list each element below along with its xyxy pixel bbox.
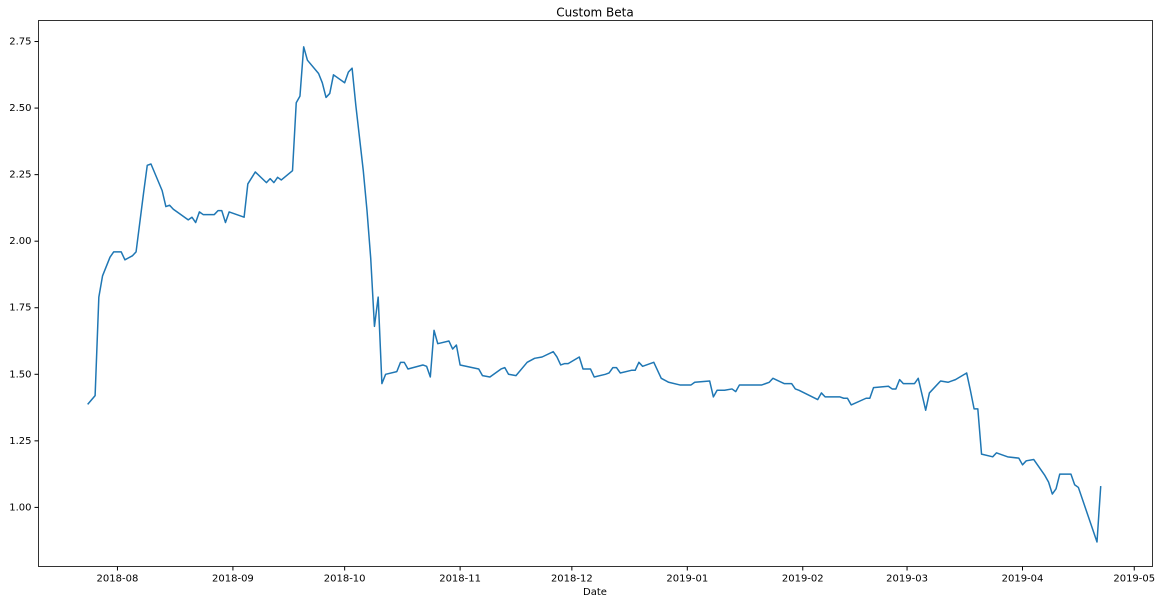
y-tick-label: 1.00 <box>9 502 31 513</box>
y-tick-label: 2.00 <box>9 236 31 247</box>
x-tick-label: 2019-01 <box>666 574 708 585</box>
x-tick-label: 2019-04 <box>1002 574 1044 585</box>
x-tick-label: 2018-12 <box>551 574 593 585</box>
x-tick-label: 2018-10 <box>324 574 366 585</box>
data-line <box>87 46 1102 543</box>
x-tick-label: 2018-09 <box>212 574 254 585</box>
x-axis-label: Date <box>583 587 607 598</box>
plot-frame <box>38 20 1153 567</box>
x-tick-label: 2018-08 <box>97 574 139 585</box>
x-tick-label: 2019-03 <box>886 574 928 585</box>
y-tick-label: 1.50 <box>9 369 31 380</box>
x-tick-label: 2018-11 <box>439 574 481 585</box>
x-tick-label: 2019-05 <box>1113 574 1155 585</box>
y-tick-label: 2.50 <box>9 103 31 114</box>
y-tick-label: 1.75 <box>9 303 31 314</box>
y-tick-label: 2.25 <box>9 170 31 181</box>
x-tick-label: 2019-02 <box>782 574 824 585</box>
y-tick-label: 1.25 <box>9 436 31 447</box>
y-tick-label: 2.75 <box>9 37 31 48</box>
chart-title: Custom Beta <box>556 6 633 20</box>
